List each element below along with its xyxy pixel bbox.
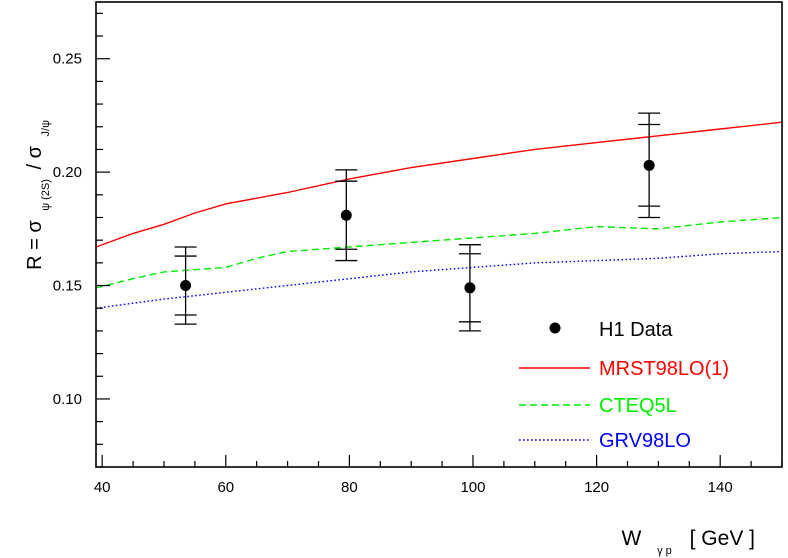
data-marker: [643, 159, 655, 171]
x-axis-ticks: 40 60 80 100 120 140: [94, 455, 783, 496]
y-tick-label: 0.20: [53, 164, 82, 181]
data-point: [458, 244, 481, 332]
x-tick-label: 80: [341, 479, 358, 496]
x-axis-label: W γ p [ GeV ]: [621, 527, 755, 558]
theory-curves: [95, 121, 783, 309]
series-line-3: [95, 250, 783, 309]
series-line-1: [95, 121, 783, 248]
data-marker: [180, 280, 192, 292]
h1-data-points: [174, 112, 661, 332]
data-marker: [464, 282, 476, 294]
x-tick-label: 120: [584, 479, 609, 496]
series-line-2: [95, 216, 783, 289]
x-tick-label: 100: [460, 479, 485, 496]
legend-entry: GRV98LO: [519, 430, 691, 452]
x-axis-label-unit: [ GeV ]: [690, 527, 755, 550]
x-tick-label: 40: [94, 479, 111, 496]
legend-marker: [549, 322, 561, 334]
legend-label: MRST98LO(1): [599, 358, 729, 380]
y-tick-label: 0.15: [53, 278, 82, 295]
y-axis-label-mid: / σ: [24, 145, 46, 169]
y-tick-label: 0.10: [53, 391, 82, 408]
y-axis-ticks: 0.10 0.15 0.20 0.25: [53, 12, 110, 468]
y-axis-label: R = σ ψ (2S) / σ J/ψ: [24, 120, 54, 270]
legend-entry: CTEQ5L: [519, 395, 677, 417]
legend-label: H1 Data: [599, 319, 673, 341]
x-axis-label-subscript: γ p: [657, 545, 672, 557]
x-axis-label-main: W: [621, 527, 641, 550]
data-point: [638, 112, 661, 219]
legend-entry: MRST98LO(1): [519, 358, 729, 380]
data-point: [174, 246, 197, 325]
x-tick-label: 60: [217, 479, 234, 496]
y-axis-label-sub-den: J/ψ: [40, 120, 52, 137]
legend-label: CTEQ5L: [599, 395, 677, 417]
legend: H1 Data MRST98LO(1) CTEQ5L GRV98LO: [519, 319, 729, 452]
legend-entry: H1 Data: [549, 319, 673, 341]
data-point: [335, 169, 358, 262]
x-tick-label: 140: [708, 479, 733, 496]
y-tick-label: 0.25: [53, 51, 82, 68]
legend-label: GRV98LO: [599, 430, 691, 452]
y-axis-label-lhs: R = σ: [24, 220, 46, 270]
y-axis-label-sub-num: ψ (2S): [40, 179, 52, 211]
data-marker: [340, 209, 352, 221]
plot-frame: [95, 1, 783, 468]
